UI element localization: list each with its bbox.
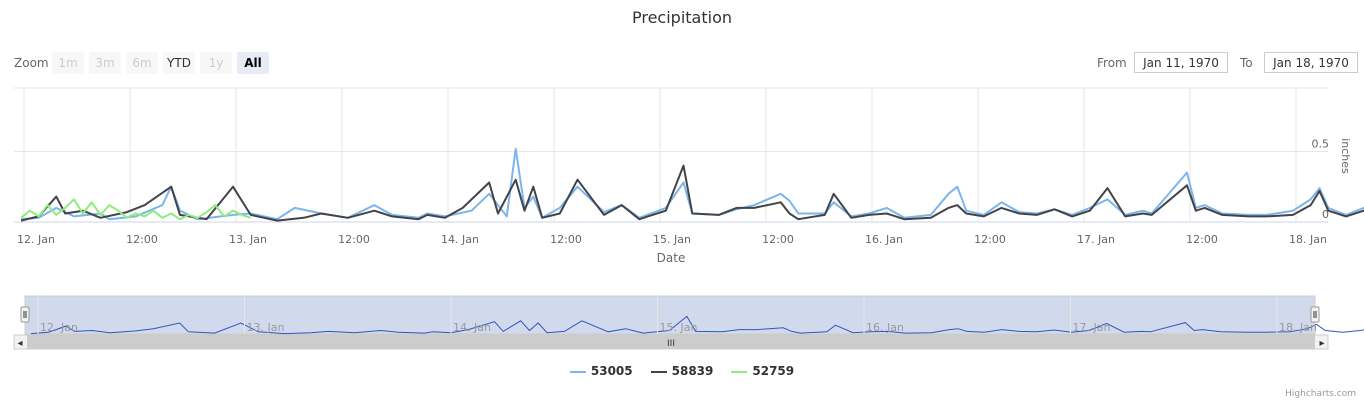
x-tick-label: 12. Jan	[17, 233, 55, 246]
from-label: From	[1097, 56, 1127, 70]
scrollbar-grip-icon: III	[667, 339, 675, 349]
series-layer	[20, 105, 1364, 222]
x-axis-ticks: 12. Jan 12:00 13. Jan 12:00 14. Jan 12:00 15. …	[17, 233, 1327, 246]
navigator-series	[30, 315, 1364, 335]
legend-item-53005[interactable]: 53005	[569, 364, 633, 378]
chart-svg: 12. Jan 12:00 13. Jan 12:00 14. Jan 12:00 15. …	[13, 87, 1364, 350]
navigator-mask	[24, 295, 1316, 335]
navigator-handle-left[interactable]	[20, 306, 30, 323]
x-tick-label: 12:00	[762, 233, 794, 246]
to-date-input[interactable]: Jan 18, 1970	[1264, 52, 1358, 73]
legend: 53005 58839 52759	[0, 364, 1364, 378]
y-tick-label: 0.5	[1312, 137, 1330, 150]
legend-swatch	[650, 370, 667, 373]
x-tick-label: 17. Jan	[1077, 233, 1115, 246]
x-tick-label: 13. Jan	[229, 233, 267, 246]
navigator-tick-label: 17. Jan	[1073, 321, 1111, 334]
navigator-handle-right[interactable]	[1310, 306, 1320, 323]
legend-label: 53005	[590, 364, 633, 378]
navigator-tick-label: 15. Jan	[660, 321, 698, 334]
navigator-tick-label: 16. Jan	[866, 321, 904, 334]
zoom-button-ytd[interactable]: YTD	[163, 52, 195, 74]
chart-title: Precipitation	[631, 8, 732, 27]
navigator: 12. Jan 13. Jan 14. Jan 15. Jan 16. Jan 17. J…	[20, 295, 1364, 335]
navigator-tick-label: 14. Jan	[453, 321, 491, 334]
legend-item-52759[interactable]: 52759	[731, 364, 794, 378]
zoom-button-6m[interactable]: 6m	[126, 52, 158, 74]
series-line-53005[interactable]	[20, 147, 1364, 221]
x-tick-label: 12:00	[338, 233, 370, 246]
x-tick-label: 12:00	[126, 233, 158, 246]
scroll-left-arrow-icon[interactable]: ◂	[17, 338, 22, 349]
zoom-button-all[interactable]: All	[237, 52, 269, 74]
x-tick-label: 15. Jan	[653, 233, 691, 246]
from-date-input[interactable]: Jan 11, 1970	[1134, 52, 1228, 73]
y-tick-label: 0	[1322, 208, 1329, 221]
to-label: To	[1240, 56, 1253, 70]
y-axis-title: inches	[1339, 138, 1352, 174]
x-tick-label: 12:00	[550, 233, 582, 246]
zoom-button-3m[interactable]: 3m	[89, 52, 121, 74]
navigator-tick-label: 18. Jan	[1279, 321, 1317, 334]
legend-swatch	[731, 370, 748, 373]
credits-link[interactable]: Highcharts.com	[1285, 389, 1356, 399]
zoom-button-1m[interactable]: 1m	[52, 52, 84, 74]
legend-swatch	[569, 370, 586, 373]
x-tick-label: 18. Jan	[1289, 233, 1327, 246]
x-tick-label: 16. Jan	[865, 233, 903, 246]
scrollbar: III ◂ ▸	[13, 334, 1329, 350]
legend-item-58839[interactable]: 58839	[650, 364, 714, 378]
navigator-tick-label: 12. Jan	[40, 321, 78, 334]
scroll-right-arrow-icon[interactable]: ▸	[1319, 338, 1324, 349]
x-tick-label: 12:00	[1186, 233, 1218, 246]
legend-label: 58839	[671, 364, 714, 378]
scrollbar-thumb[interactable]	[27, 335, 1315, 349]
x-tick-label: 12:00	[974, 233, 1006, 246]
legend-label: 52759	[752, 364, 795, 378]
zoom-button-1y[interactable]: 1y	[200, 52, 232, 74]
x-axis-title: Date	[657, 251, 686, 265]
zoom-label: Zoom	[14, 56, 49, 70]
x-tick-label: 14. Jan	[441, 233, 479, 246]
series-line-58839[interactable]	[20, 105, 1364, 222]
y-axis-ticks: 00.5	[1312, 137, 1330, 221]
navigator-tick-label: 13. Jan	[247, 321, 285, 334]
series-line-52759[interactable]	[20, 198, 252, 221]
